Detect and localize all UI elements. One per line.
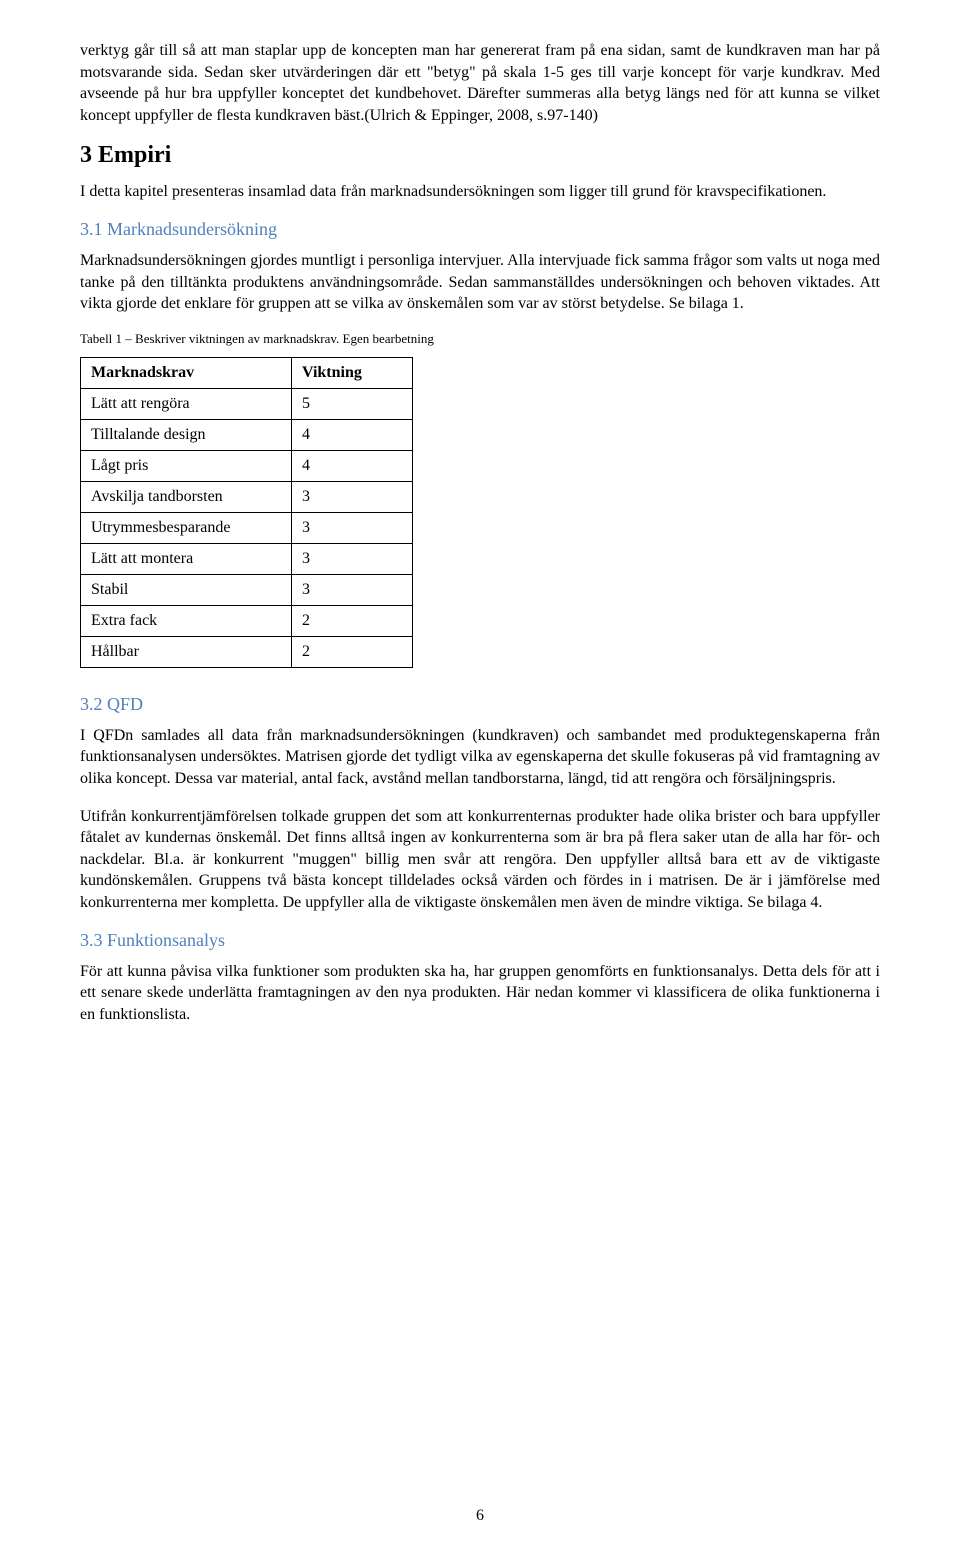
- table-cell-value: 2: [292, 605, 413, 636]
- paragraph-qfd-2: Utifrån konkurrentjämförelsen tolkade gr…: [80, 806, 880, 914]
- table-header-row: Marknadskrav Viktning: [81, 357, 413, 388]
- page-number: 6: [0, 1507, 960, 1525]
- table-cell-label: Lågt pris: [81, 450, 292, 481]
- viktning-table: Marknadskrav Viktning Lätt att rengöra 5…: [80, 357, 413, 668]
- document-page: verktyg går till så att man staplar upp …: [0, 0, 960, 1545]
- table-row: Lätt att rengöra 5: [81, 388, 413, 419]
- table-cell-label: Avskilja tandborsten: [81, 481, 292, 512]
- table-cell-label: Lätt att rengöra: [81, 388, 292, 419]
- table-cell-value: 4: [292, 419, 413, 450]
- table-header-label: Marknadskrav: [81, 357, 292, 388]
- table-row: Utrymmesbesparande 3: [81, 512, 413, 543]
- table-cell-value: 3: [292, 574, 413, 605]
- table-cell-label: Hållbar: [81, 636, 292, 667]
- table-row: Stabil 3: [81, 574, 413, 605]
- paragraph-marknadsundersokning: Marknadsundersökningen gjordes muntligt …: [80, 250, 880, 315]
- table-cell-value: 3: [292, 543, 413, 574]
- heading-empiri: 3 Empiri: [80, 142, 880, 169]
- table-cell-label: Tilltalande design: [81, 419, 292, 450]
- table-cell-label: Lätt att montera: [81, 543, 292, 574]
- table-row: Avskilja tandborsten 3: [81, 481, 413, 512]
- paragraph-qfd-1: I QFDn samlades all data från marknadsun…: [80, 725, 880, 790]
- table-row: Lätt att montera 3: [81, 543, 413, 574]
- paragraph-intro: verktyg går till så att man staplar upp …: [80, 40, 880, 126]
- table-cell-value: 3: [292, 481, 413, 512]
- table-cell-label: Stabil: [81, 574, 292, 605]
- heading-qfd: 3.2 QFD: [80, 694, 880, 715]
- table-row: Lågt pris 4: [81, 450, 413, 481]
- table-cell-label: Extra fack: [81, 605, 292, 636]
- table-cell-value: 3: [292, 512, 413, 543]
- table-header-value: Viktning: [292, 357, 413, 388]
- table-cell-value: 5: [292, 388, 413, 419]
- table-row: Hållbar 2: [81, 636, 413, 667]
- table-row: Extra fack 2: [81, 605, 413, 636]
- table-row: Tilltalande design 4: [81, 419, 413, 450]
- paragraph-funktionsanalys: För att kunna påvisa vilka funktioner so…: [80, 961, 880, 1026]
- paragraph-empiri: I detta kapitel presenteras insamlad dat…: [80, 181, 880, 203]
- table-cell-value: 2: [292, 636, 413, 667]
- table-caption: Tabell 1 – Beskriver viktningen av markn…: [80, 331, 880, 347]
- heading-funktionsanalys: 3.3 Funktionsanalys: [80, 930, 880, 951]
- table-cell-label: Utrymmesbesparande: [81, 512, 292, 543]
- heading-marknadsundersokning: 3.1 Marknadsundersökning: [80, 219, 880, 240]
- table-cell-value: 4: [292, 450, 413, 481]
